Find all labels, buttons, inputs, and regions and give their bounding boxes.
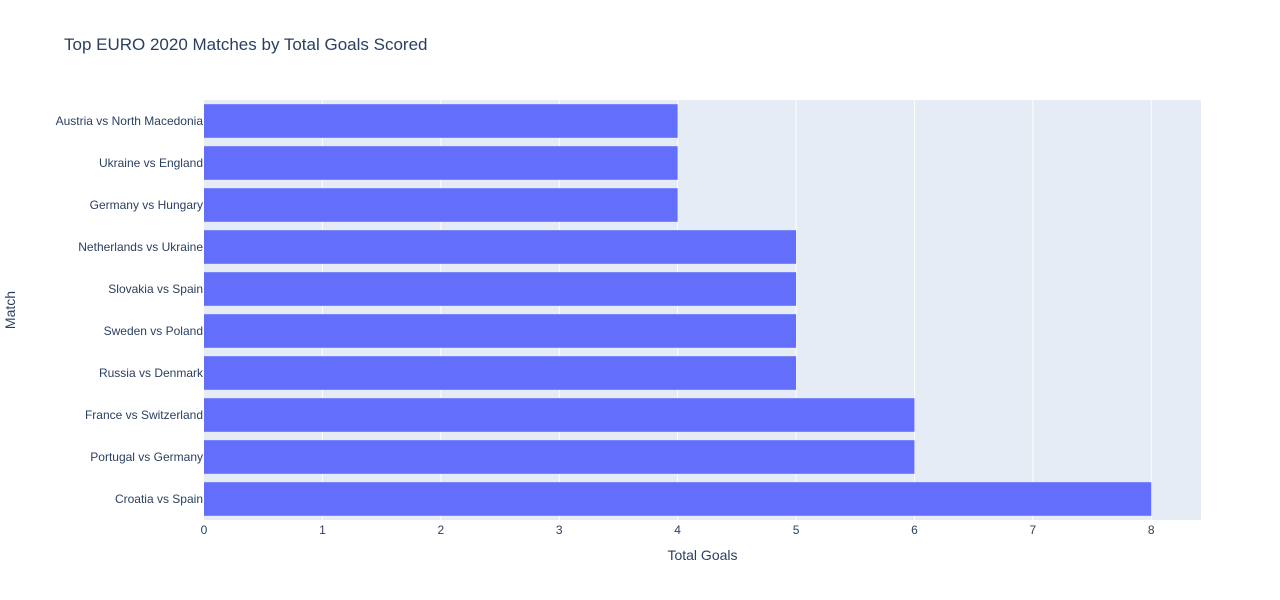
y-tick-label: Portugal vs Germany [90,450,203,464]
x-tick-label: 5 [793,523,800,537]
y-tick-label: Austria vs North Macedonia [56,114,204,128]
bar[interactable] [204,314,797,348]
bars [204,104,1152,516]
x-tick-label: 3 [556,523,563,537]
bar[interactable] [204,272,797,306]
x-tick-label: 1 [319,523,326,537]
x-tick-label: 7 [1030,523,1037,537]
bar[interactable] [204,398,915,432]
x-axis-ticks: 0 1 2 3 4 5 6 7 8 [201,523,1155,537]
y-tick-label: Russia vs Denmark [99,366,204,380]
y-tick-label: Croatia vs Spain [115,492,203,506]
y-axis-ticks: Austria vs North Macedonia Ukraine vs Eng… [56,114,204,506]
bar[interactable] [204,230,797,264]
chart-title: Top EURO 2020 Matches by Total Goals Sco… [64,35,427,54]
bar[interactable] [204,188,678,222]
x-tick-label: 2 [437,523,444,537]
x-tick-label: 8 [1148,523,1155,537]
y-tick-label: France vs Switzerland [85,408,203,422]
y-axis-title: Match [2,291,18,329]
x-tick-label: 0 [201,523,208,537]
y-tick-label: Germany vs Hungary [90,198,203,212]
bar[interactable] [204,104,678,138]
bar[interactable] [204,146,678,180]
y-tick-label: Sweden vs Poland [104,324,203,338]
y-tick-label: Ukraine vs England [99,156,203,170]
y-tick-label: Slovakia vs Spain [108,282,203,296]
y-tick-label: Netherlands vs Ukraine [78,240,203,254]
x-tick-label: 4 [674,523,681,537]
bar[interactable] [204,356,797,390]
bar[interactable] [204,440,915,474]
bar[interactable] [204,482,1152,516]
x-tick-label: 6 [911,523,918,537]
x-axis-title: Total Goals [667,547,737,563]
